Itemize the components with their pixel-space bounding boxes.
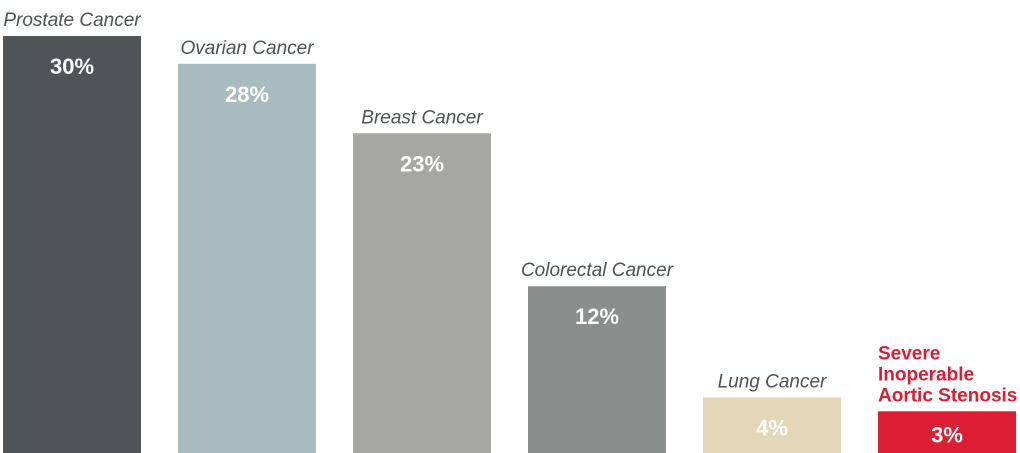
bar-5 [878,411,1016,453]
bar-1 [178,63,316,453]
bar-4 [703,397,841,453]
value-label-1: 28% [225,82,269,107]
category-label-5-line-2: Aortic Stenosis [878,385,1017,406]
value-label-0: 30% [50,54,94,79]
category-label-2: Breast Cancer [361,107,483,128]
value-label-5: 3% [931,422,963,447]
category-label-0: Prostate Cancer [3,10,141,31]
bar-2 [353,133,491,453]
category-label-1: Ovarian Cancer [180,38,314,59]
category-label-3: Colorectal Cancer [521,260,674,281]
value-label-2: 23% [400,151,444,176]
category-label-4: Lung Cancer [718,371,827,392]
bar-0 [3,36,141,453]
category-label-5-line-1: Inoperable [878,364,974,385]
value-label-4: 4% [756,415,788,440]
category-label-5-line-0: Severe [878,343,940,364]
bar-3 [528,286,666,453]
value-label-3: 12% [575,304,619,329]
